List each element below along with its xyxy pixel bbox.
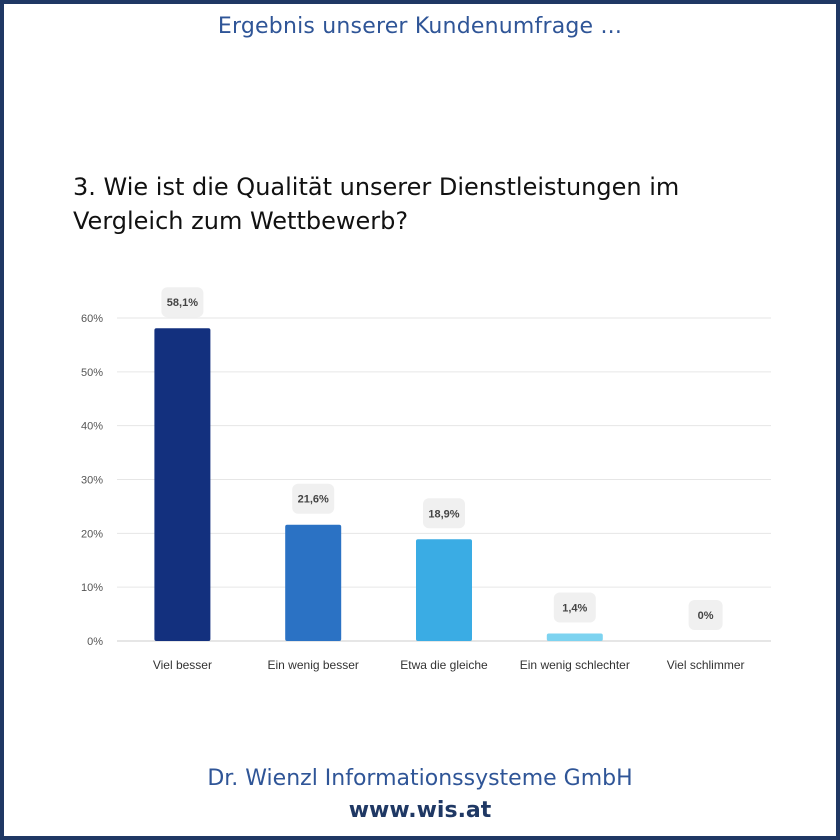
y-tick-label: 0% — [87, 636, 103, 648]
question-title: 3. Wie ist die Qualität unserer Dienstle… — [73, 173, 680, 235]
bar — [546, 633, 603, 641]
footer-company: Dr. Wienzl Informationssysteme GmbH — [207, 766, 633, 791]
value-label-bubble — [161, 287, 204, 318]
category-label: Etwa die gleiche — [400, 658, 488, 672]
value-label: 0% — [698, 610, 714, 622]
value-label-bubble — [553, 592, 596, 623]
value-label: 18,9% — [428, 508, 459, 520]
value-label-bubble — [292, 483, 335, 514]
value-label-bubble — [688, 600, 723, 630]
category-label: Viel schlimmer — [667, 658, 745, 672]
y-tick-label: 10% — [81, 582, 103, 594]
bar — [416, 539, 472, 641]
category-label: Ein wenig schlechter — [520, 658, 630, 672]
y-tick-label: 60% — [81, 313, 103, 325]
value-label: 1,4% — [562, 602, 587, 614]
bar — [285, 524, 342, 641]
header-title: Ergebnis unserer Kundenumfrage ... — [217, 14, 623, 39]
category-label: Viel besser — [153, 658, 212, 672]
value-label-bubble — [423, 498, 465, 529]
bar — [154, 328, 211, 641]
y-tick-label: 30% — [81, 475, 103, 487]
category-label: Ein wenig besser — [268, 658, 359, 672]
y-tick-label: 20% — [81, 528, 103, 540]
y-tick-label: 40% — [81, 421, 103, 433]
footer-url[interactable]: www.wis.at — [348, 798, 492, 823]
value-label: 58,1% — [167, 297, 198, 309]
y-tick-label: 50% — [81, 367, 103, 379]
value-label: 21,6% — [298, 494, 329, 506]
